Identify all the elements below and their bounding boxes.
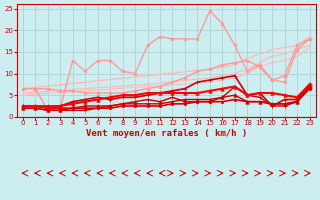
X-axis label: Vent moyen/en rafales ( km/h ): Vent moyen/en rafales ( km/h ) xyxy=(86,129,247,138)
